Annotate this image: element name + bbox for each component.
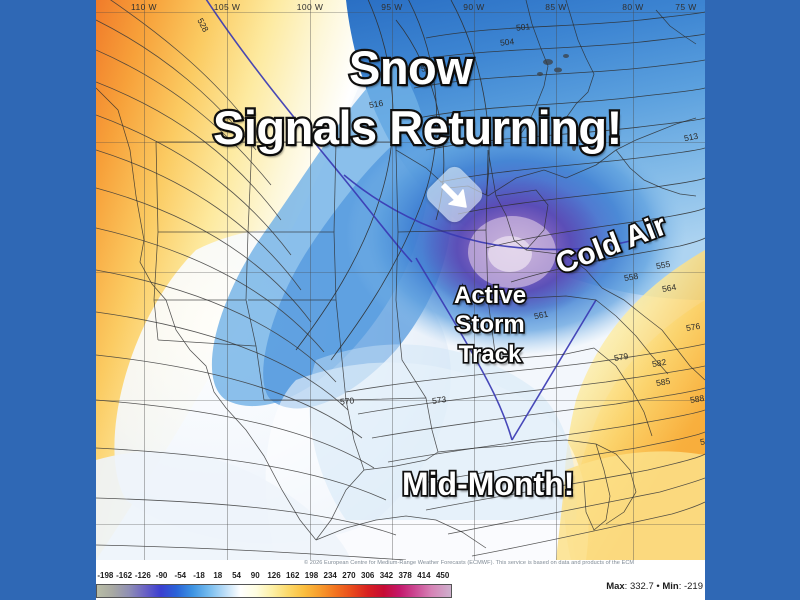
geographic-borders (96, 0, 705, 549)
longitude-label: 75 W (675, 2, 697, 12)
parallel-line (96, 142, 705, 143)
colorbar-gradient (96, 584, 452, 598)
contour-label: 592 (699, 434, 705, 448)
colorbar-tick: 450 (435, 571, 450, 580)
meridian-line (474, 0, 475, 560)
contour-label: 504 (499, 36, 515, 48)
longitude-label: 80 W (622, 2, 644, 12)
max-min-readout: Max: 332.7 • Min: -219 (606, 581, 703, 592)
colorbar-tick: -90 (155, 571, 168, 580)
longitude-label: 85 W (545, 2, 567, 12)
longitude-label: 110 W (131, 2, 157, 12)
colorbar-tick: -198 (97, 571, 114, 580)
colorbar-tick: 90 (250, 571, 260, 580)
colorbar-tick: 234 (323, 571, 337, 580)
contour-label: 573 (431, 394, 447, 406)
contour-lines (96, 0, 705, 560)
map-footer: © 2026 European Centre for Medium-Range … (96, 560, 705, 600)
colorbar-tick: 126 (267, 571, 281, 580)
colorbar-tick: -54 (174, 571, 187, 580)
longitude-label: 95 W (381, 2, 403, 12)
storm-track-line-1: Active (452, 280, 527, 310)
parallel-line (96, 524, 705, 525)
colorbar-tick: 306 (360, 571, 375, 580)
min-label: Min (662, 581, 679, 592)
max-value: 332.7 (629, 581, 654, 592)
colorbar-tick: -126 (134, 571, 151, 580)
meridian-line (227, 0, 228, 560)
min-value: -219 (683, 581, 703, 592)
headline-line-1: Snow (347, 41, 475, 94)
colorbar-tick-labels: -198 -162 -126 -90 -54 -18 18 54 90 126 162 198 234 2… (96, 571, 466, 583)
colorbar-tick: 162 (286, 571, 300, 580)
colorbar-tick: 414 (417, 571, 431, 580)
colorbar-tick: -18 (193, 571, 205, 580)
meridian-line (633, 0, 634, 560)
contour-label: 570 (339, 395, 355, 407)
mid-month-annotation: Mid-Month! (400, 466, 576, 502)
storm-track-line-2: Storm (454, 310, 527, 340)
maxmin-separator: • (656, 581, 660, 592)
colorbar-tick: 54 (232, 571, 241, 580)
meridian-line (392, 0, 393, 560)
contour-label: 501 (515, 21, 531, 33)
colorbar-tick: 198 (304, 571, 319, 580)
max-label: Max (606, 581, 625, 592)
colorbar-tick: 270 (342, 571, 356, 580)
ecmwf-copyright-text: © 2026 European Centre for Medium-Range … (304, 560, 635, 566)
longitude-label: 105 W (213, 2, 241, 12)
arrow-down-right-icon (441, 183, 467, 208)
meridian-line (556, 0, 557, 560)
colorbar-tick: 18 (213, 571, 223, 580)
colorbar-tick: -162 (116, 571, 133, 580)
colorbar-tick: 378 (398, 571, 412, 580)
headline-line-2: Signals Returning! (211, 101, 625, 154)
colorbar-tick: 342 (379, 571, 394, 580)
storm-track-annotation: Active Storm Track (452, 280, 527, 369)
longitude-label: 90 W (463, 2, 485, 12)
meridian-line (310, 0, 311, 560)
parallel-line (96, 12, 705, 13)
parallel-line (96, 272, 705, 273)
colorbar: -198 -162 -126 -90 -54 -18 18 54 90 126 162 198 234 2… (96, 571, 466, 600)
meridian-line (144, 0, 145, 560)
longitude-label: 100 W (296, 2, 324, 12)
storm-track-line-3: Track (457, 339, 523, 369)
parallel-line (96, 400, 705, 401)
